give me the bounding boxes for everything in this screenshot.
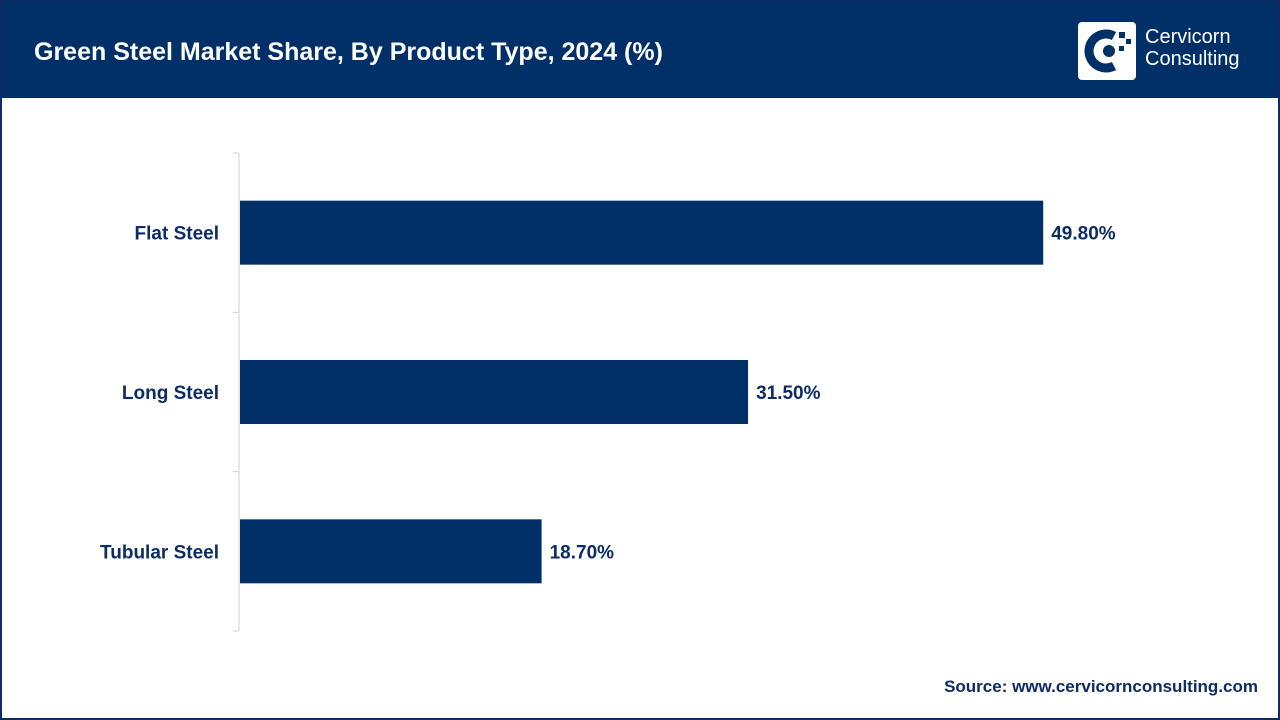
brand-line-1: Cervicorn: [1145, 26, 1231, 48]
bar-long-steel: [240, 360, 749, 424]
brand-name: Cervicorn Consulting: [1145, 26, 1240, 70]
brand-line-2: Consulting: [1145, 48, 1240, 70]
category-label: Long Steel: [122, 383, 219, 404]
source-note: Source: www.cervicornconsulting.com: [944, 677, 1258, 696]
category-label: Tubular Steel: [100, 542, 219, 563]
bar-chart: Flat Steel 49.80% Long Steel 31.50% Tubular …: [100, 152, 1116, 632]
bar-tubular-steel: [240, 519, 542, 584]
chart-title: Green Steel Market Share, By Product Typ…: [34, 38, 663, 66]
bar-flat-steel: [240, 200, 1044, 265]
value-label: 18.70%: [550, 542, 615, 563]
value-label: 31.50%: [756, 383, 821, 404]
brand-logo: Cervicorn Consulting: [1078, 20, 1268, 82]
cervicorn-logo-icon: [1078, 22, 1136, 80]
header-bar: Green Steel Market Share, By Product Typ…: [2, 2, 1278, 98]
value-label: 49.80%: [1051, 224, 1116, 245]
chart-area: Flat Steel 49.80% Long Steel 31.50% Tubular …: [2, 98, 1278, 658]
category-label: Flat Steel: [135, 224, 219, 245]
